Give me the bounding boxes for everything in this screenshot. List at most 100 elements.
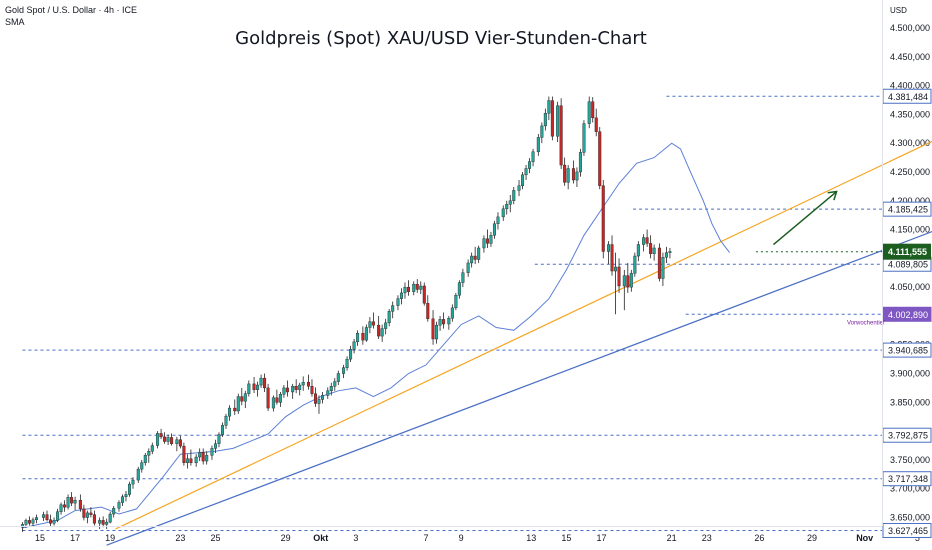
candle-body	[415, 284, 419, 290]
candle	[566, 165, 570, 190]
candle-body	[636, 244, 640, 257]
candle	[550, 96, 554, 141]
candle-body	[170, 437, 174, 444]
candle	[136, 466, 140, 483]
trend-arrow	[772, 190, 838, 246]
candle-body	[633, 255, 637, 274]
candle-body	[614, 266, 618, 272]
candle	[622, 269, 626, 311]
candle-body	[243, 393, 247, 402]
price-level-value: 4.381,484	[888, 92, 928, 102]
candle-body	[213, 443, 217, 449]
candle	[492, 220, 496, 239]
candle-body	[501, 208, 505, 218]
candle	[85, 510, 89, 524]
candle	[82, 504, 86, 521]
price-level-tag: 4.185,425	[882, 201, 932, 217]
candle-body	[505, 204, 509, 210]
candle-body	[205, 455, 209, 462]
candle-body	[228, 407, 232, 417]
candle-body	[543, 113, 547, 127]
candle-body	[489, 235, 493, 244]
candle-body	[105, 521, 109, 525]
candle	[477, 245, 481, 263]
candle	[73, 496, 77, 511]
candle-body	[371, 321, 375, 326]
candle	[391, 301, 395, 319]
candle-body	[598, 131, 602, 186]
candle	[496, 212, 500, 230]
candle-body	[306, 381, 310, 387]
x-tick-label: 23	[175, 533, 185, 543]
candle	[387, 309, 391, 327]
candle	[298, 382, 302, 396]
candle-body	[101, 520, 105, 525]
candle	[333, 378, 337, 391]
x-tick-label: Okt	[313, 533, 328, 543]
weekly-low-note: Vorwochentief	[847, 320, 885, 326]
candle-body	[63, 504, 67, 508]
candle	[587, 96, 591, 129]
x-tick-label: 29	[281, 533, 291, 543]
candle	[271, 395, 275, 412]
candle	[485, 229, 489, 248]
candle	[582, 120, 586, 156]
candle-body	[20, 524, 24, 528]
candle	[422, 282, 426, 306]
candle	[131, 477, 135, 489]
sma-indicator-label: SMA	[5, 17, 25, 27]
candle	[489, 231, 493, 247]
candle-body	[282, 387, 286, 395]
candle	[49, 514, 53, 527]
price-level-box	[882, 201, 932, 217]
x-tick-label: 19	[105, 533, 115, 543]
price-axis[interactable]	[882, 0, 932, 526]
candle	[143, 453, 147, 466]
candle-body	[236, 396, 240, 412]
candle-body	[508, 200, 512, 205]
time-axis[interactable]	[0, 526, 882, 550]
y-tick-label: 3.850,000	[890, 397, 930, 407]
candle-body	[224, 415, 228, 426]
candle	[247, 380, 251, 397]
candle	[645, 229, 649, 247]
candle	[313, 387, 317, 407]
candle-body	[124, 494, 128, 497]
x-tick-label: 13	[526, 533, 536, 543]
candle	[361, 326, 365, 345]
candle	[56, 508, 60, 523]
price-level-tag: 3.792,875	[882, 427, 932, 443]
chart-title: Goldpreis (Spot) XAU/USD Vier-Stunden-Ch…	[235, 28, 647, 49]
candle-body	[447, 318, 451, 325]
candle	[256, 381, 260, 397]
price-level-box	[882, 306, 932, 322]
candle	[626, 262, 630, 293]
candle	[285, 380, 289, 397]
candle	[78, 494, 82, 512]
candle-body	[317, 399, 321, 404]
price-level-box	[882, 427, 932, 443]
candle-body	[368, 321, 372, 328]
candle	[368, 317, 372, 334]
candle-body	[356, 333, 360, 343]
sma-line	[22, 142, 730, 529]
candle	[117, 500, 121, 512]
candle	[447, 315, 451, 330]
candle	[450, 304, 454, 322]
x-tick-label: 25	[210, 533, 220, 543]
candle-body	[120, 496, 124, 503]
candle-body	[131, 479, 135, 485]
candle-body	[285, 387, 289, 393]
candle	[594, 108, 598, 137]
candle	[559, 98, 563, 170]
candle-body	[66, 497, 70, 508]
candle-body	[294, 385, 298, 390]
y-tick-label: 4.300,000	[890, 138, 930, 148]
candle-body	[201, 452, 205, 462]
candle	[182, 442, 186, 466]
candle-body	[629, 273, 633, 288]
price-level-tag: 3.627,465	[882, 522, 932, 538]
candle-body	[159, 433, 163, 438]
